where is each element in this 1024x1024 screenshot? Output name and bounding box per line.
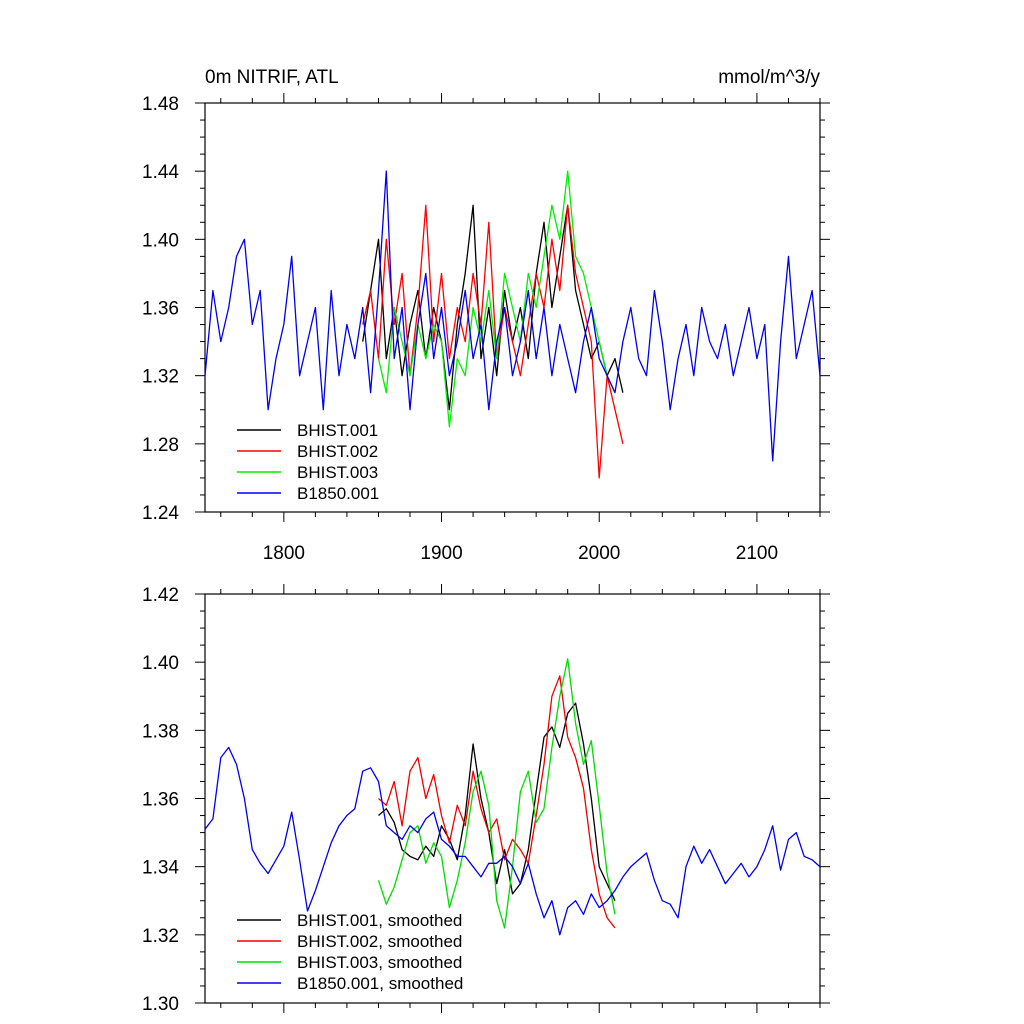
legend-label-bhist-003-smoothed: BHIST.003, smoothed xyxy=(297,953,462,972)
legend: BHIST.001 BHIST.002 BHIST.003 B1850.001 xyxy=(237,421,379,503)
y-tick-label: 1.28 xyxy=(142,435,179,456)
bottom-panel: 1.30 1.32 1.34 1.36 1.38 1.40 1.42 BHIST.001, s… xyxy=(142,584,830,1015)
y-tick-label: 1.42 xyxy=(142,585,179,606)
top-panel: 1.24 1.28 1.32 1.36 1.40 1.44 1.48 1800 1900 2000… xyxy=(142,67,830,564)
y-tick-label: 1.48 xyxy=(142,94,179,115)
series-line-bhist-003-smoothed xyxy=(377,658,616,929)
y-tick-label: 1.32 xyxy=(142,926,179,947)
series-line-b1850-001-smoothed xyxy=(204,746,821,936)
legend-label-bhist-001: BHIST.001 xyxy=(297,421,378,440)
y-tick-label: 1.38 xyxy=(142,721,179,742)
legend-label-b1850-001: B1850.001 xyxy=(297,484,379,503)
x-tick-label: 1800 xyxy=(263,543,305,564)
series-line-b1850-001 xyxy=(204,170,821,462)
y-tick-label: 1.36 xyxy=(142,299,179,320)
legend-label-bhist-002: BHIST.002 xyxy=(297,442,378,461)
legend-label-bhist-002-smoothed: BHIST.002, smoothed xyxy=(297,932,462,951)
y-tick-label: 1.44 xyxy=(142,162,179,183)
series-line-bhist-001-smoothed xyxy=(378,702,616,901)
y-tick-label: 1.32 xyxy=(142,367,179,388)
series-line-bhist-002 xyxy=(362,204,624,479)
x-tick-label: 2100 xyxy=(736,543,778,564)
y-tick-label: 1.40 xyxy=(142,230,179,251)
legend: BHIST.001, smoothed BHIST.002, smoothed BH… xyxy=(237,911,463,993)
series-line-bhist-003 xyxy=(377,170,616,428)
y-tick-label: 1.24 xyxy=(142,503,179,524)
series-line-bhist-001 xyxy=(362,204,624,411)
chart-title: 0m NITRIF, ATL xyxy=(205,67,339,88)
series-line-bhist-002-smoothed xyxy=(378,675,616,929)
legend-label-b1850-001-smoothed: B1850.001, smoothed xyxy=(297,974,463,993)
y-tick-label: 1.36 xyxy=(142,790,179,811)
series-group xyxy=(204,170,821,479)
y-tick-label: 1.34 xyxy=(142,858,179,879)
units-label: mmol/m^3/y xyxy=(718,67,820,88)
y-tick-label: 1.40 xyxy=(142,653,179,674)
y-tick-label: 1.30 xyxy=(142,994,179,1015)
x-tick-label: 1900 xyxy=(420,543,462,564)
x-tick-label: 2000 xyxy=(578,543,620,564)
series-group xyxy=(204,658,821,936)
legend-label-bhist-003: BHIST.003 xyxy=(297,463,378,482)
legend-label-bhist-001-smoothed: BHIST.001, smoothed xyxy=(297,911,462,930)
